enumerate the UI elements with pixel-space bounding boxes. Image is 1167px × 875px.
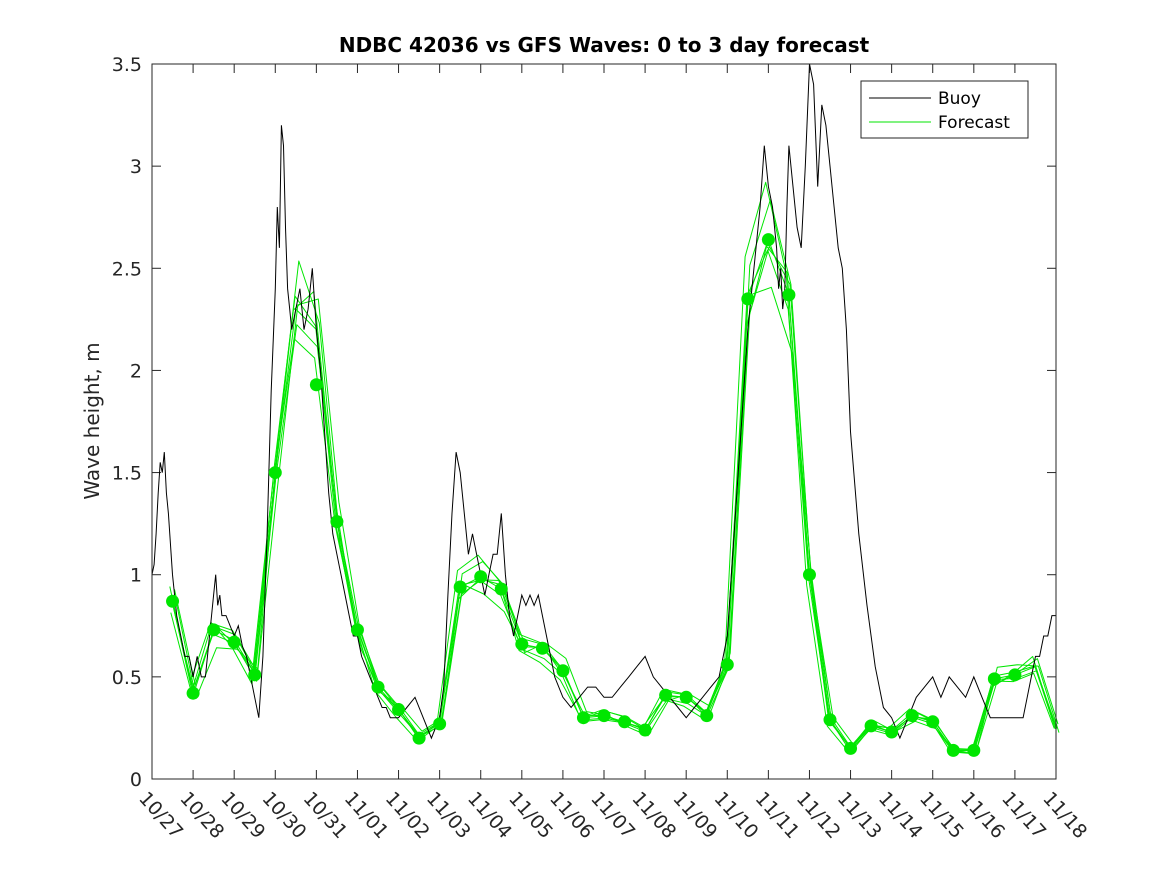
legend: Buoy Forecast (860, 80, 1029, 139)
forecast-marker (392, 703, 406, 717)
forecast-marker (227, 635, 241, 649)
y-tick-label: 3 (130, 156, 142, 178)
y-tick-label: 0.5 (112, 667, 142, 689)
forecast-marker (515, 637, 529, 651)
y-tick-label: 3.5 (112, 54, 142, 76)
forecast-marker (535, 641, 549, 655)
forecast-marker (166, 594, 180, 608)
forecast-marker (864, 719, 878, 733)
forecast-marker (433, 717, 447, 731)
forecast-marker (1008, 668, 1022, 682)
forecast-marker (186, 686, 200, 700)
forecast-marker (474, 570, 488, 584)
y-tick-label: 0 (130, 769, 142, 791)
buoy-line (151, 63, 1056, 740)
forecast-marker (720, 658, 734, 672)
forecast-marker (371, 680, 385, 694)
forecast-markers (166, 233, 1022, 757)
forecast-marker (350, 623, 364, 637)
forecast-marker (638, 723, 652, 737)
plot-frame (151, 63, 1057, 780)
y-tick-label: 1.5 (112, 463, 142, 485)
forecast-marker (207, 623, 221, 637)
forecast-marker (802, 568, 816, 582)
forecast-marker (926, 715, 940, 729)
legend-forecast-label: Forecast (938, 113, 1010, 133)
forecast-marker (576, 711, 590, 725)
axis-ticks (151, 63, 1057, 780)
forecast-marker (844, 741, 858, 755)
forecast-marker (782, 288, 796, 302)
forecast-marker (309, 378, 323, 392)
forecast-marker (905, 709, 919, 723)
forecast-marker (597, 709, 611, 723)
forecast-marker (556, 664, 570, 678)
forecast-marker (946, 743, 960, 757)
y-tick-label: 2 (130, 360, 142, 382)
y-tick-label: 1 (130, 565, 142, 587)
forecast-marker (494, 582, 508, 596)
y-tick-label: 2.5 (112, 258, 142, 280)
forecast-marker (248, 668, 262, 682)
forecast-marker (659, 688, 673, 702)
forecast-marker (967, 743, 981, 757)
chart-title: NDBC 42036 vs GFS Waves: 0 to 3 day fore… (339, 33, 870, 57)
legend-box (860, 80, 1029, 139)
buoy-series (151, 63, 1056, 740)
legend-buoy-label: Buoy (938, 89, 981, 109)
forecast-marker (679, 690, 693, 704)
forecast-marker (700, 709, 714, 723)
forecast-marker (823, 713, 837, 727)
forecast-marker (618, 715, 632, 729)
forecast-marker (987, 672, 1001, 686)
forecast-marker (268, 466, 282, 480)
forecast-marker (412, 731, 426, 745)
y-tick-labels: 0 0.5 1 1.5 2 2.5 3 3.5 (112, 54, 142, 791)
forecast-marker (453, 580, 467, 594)
forecast-marker (761, 233, 775, 247)
forecast-marker (330, 515, 344, 529)
y-axis-label: Wave height, m (80, 342, 104, 499)
forecast-marker (741, 292, 755, 306)
forecast-line (169, 181, 1054, 754)
forecast-marker (885, 725, 899, 739)
